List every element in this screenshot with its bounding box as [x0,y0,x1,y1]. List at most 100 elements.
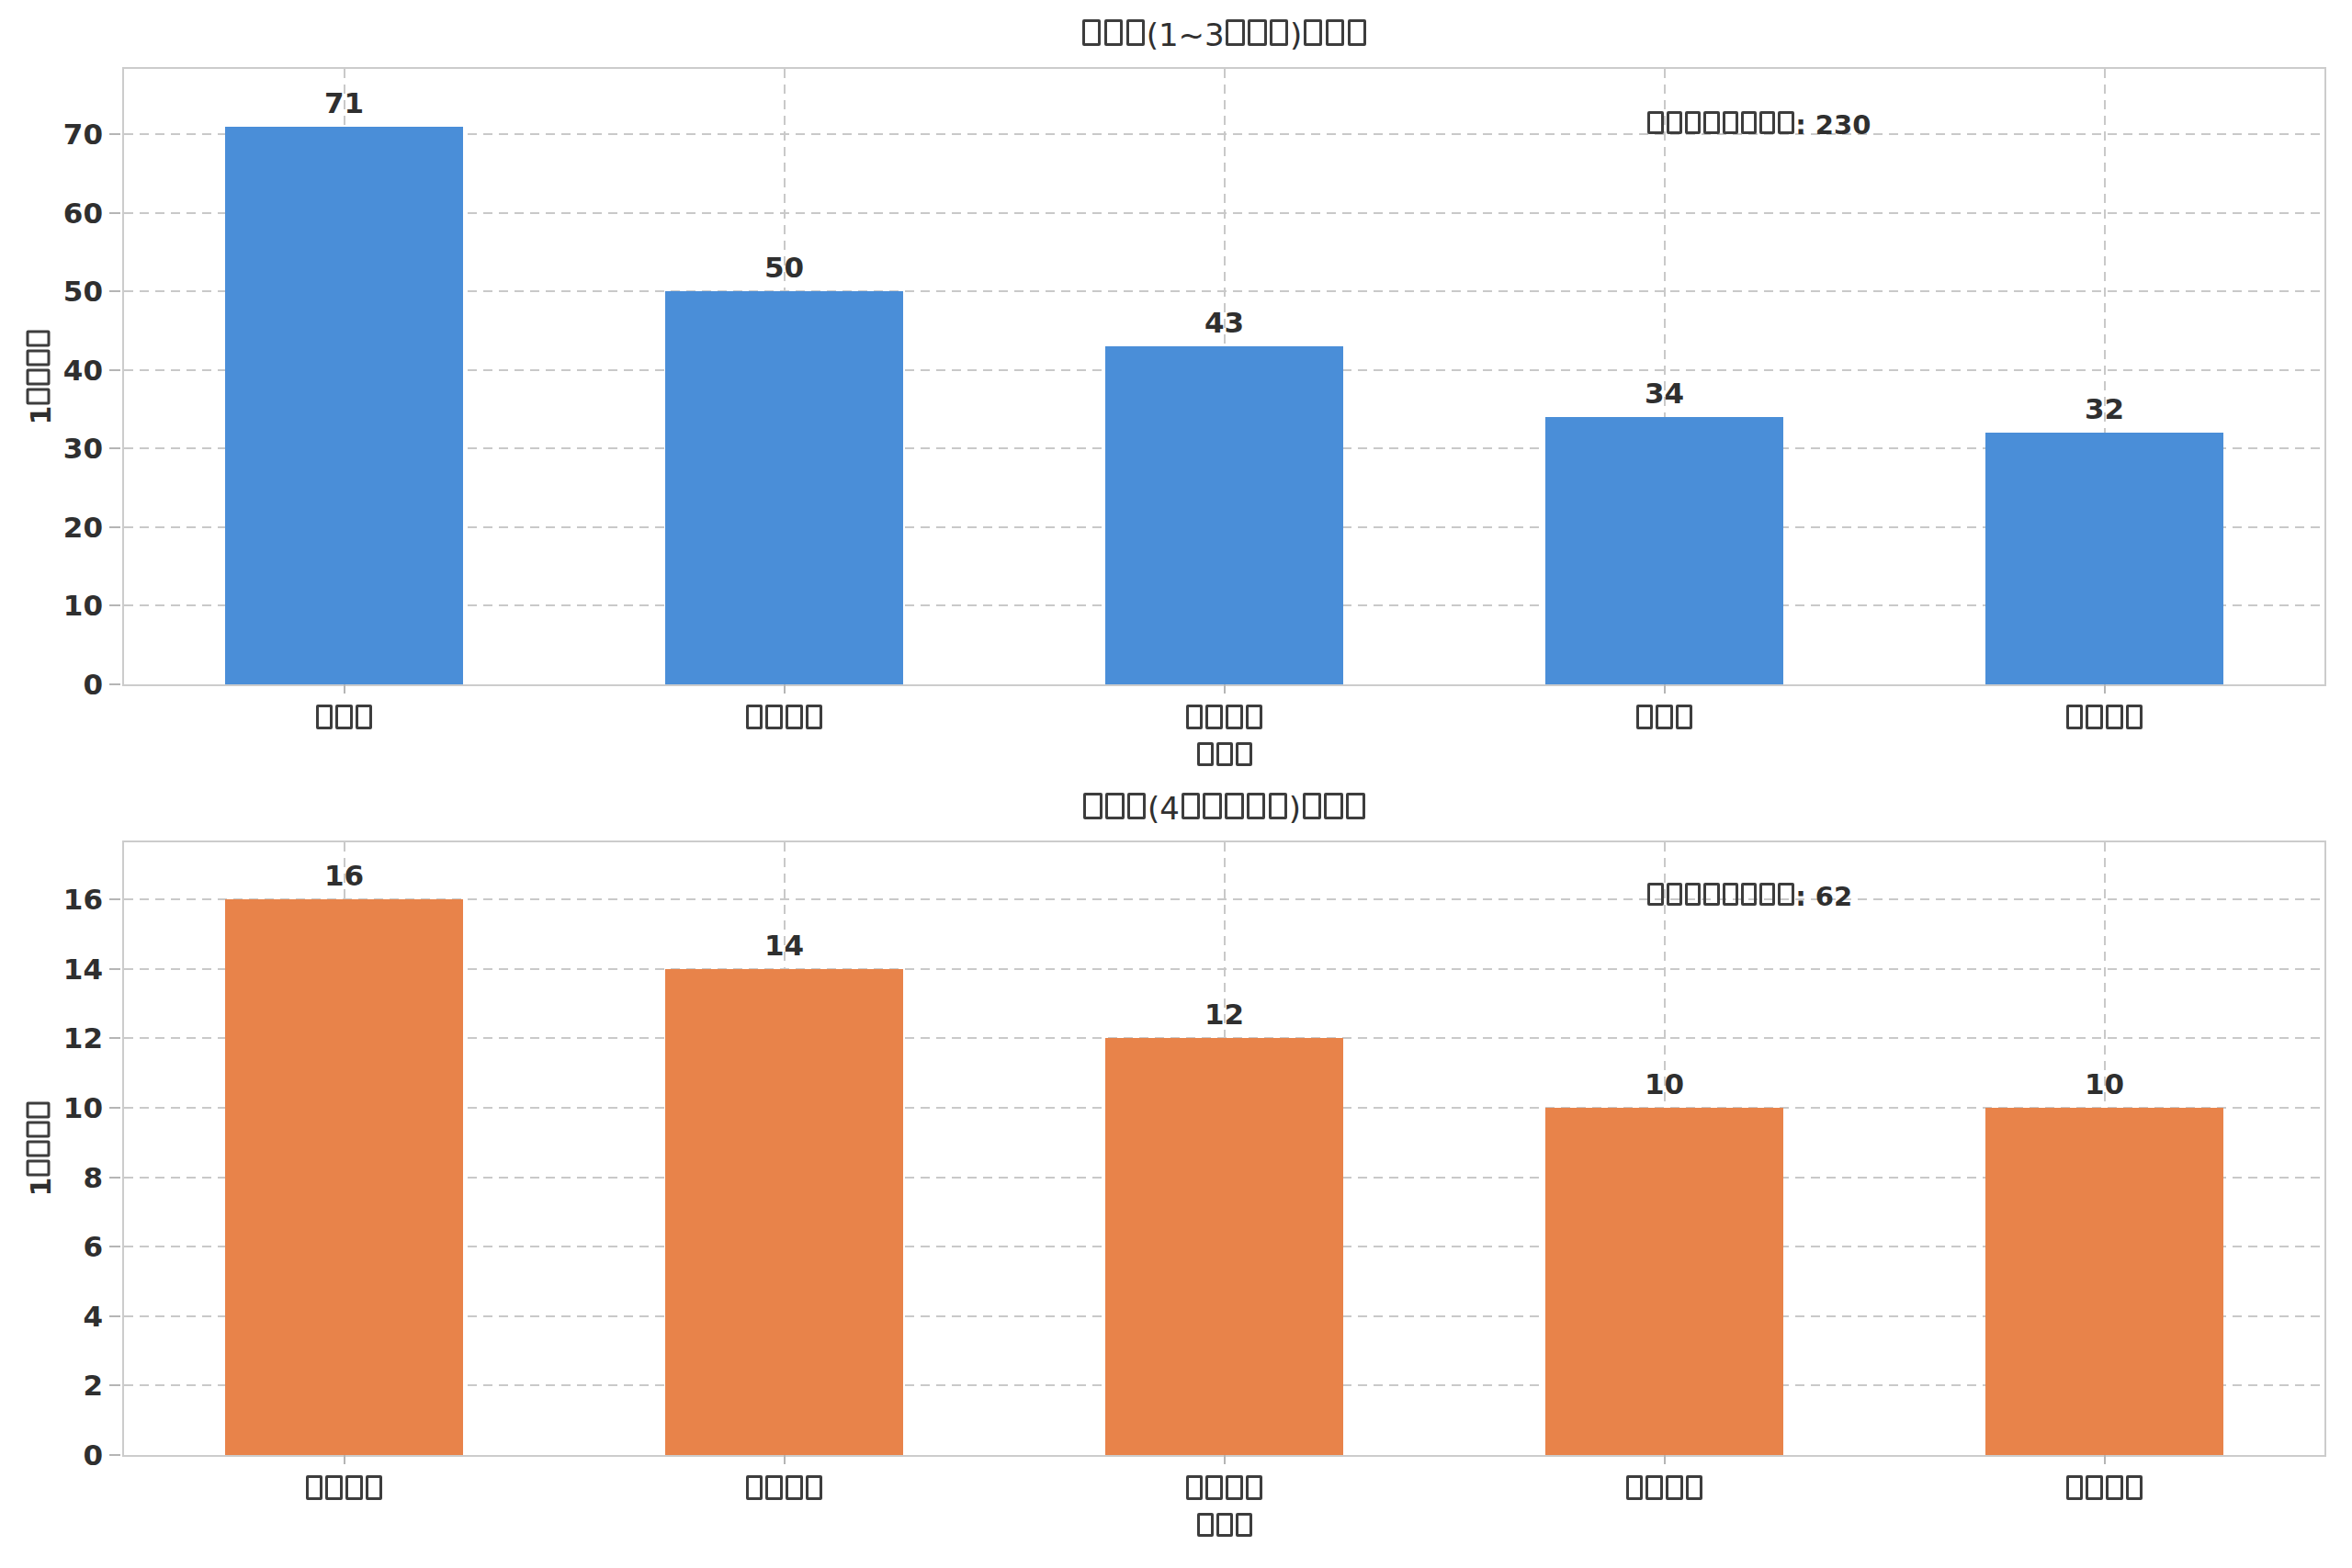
tofu-glyph-box [1226,1475,1243,1500]
y-tick-mark [109,683,120,685]
bar [1105,346,1343,684]
x-tick-mark [344,1455,345,1464]
y-tick-mark [109,1454,120,1456]
tofu-glyph-box [2066,705,2084,729]
tofu-glyph-box [366,1475,383,1500]
y-tick-mark [109,212,120,214]
tofu-glyph-box [1667,111,1682,134]
tofu-glyph-box [786,1475,803,1500]
tofu-glyph-box [1082,19,1101,46]
y-tick-label: 2 [0,1368,103,1403]
figure: (1~3) 1 : 230 (4) 1 : 62 010203040506070… [0,0,2352,1568]
tofu-glyph-box [1105,793,1124,819]
bar-value-label: 32 [2013,392,2197,425]
x-tick-label [564,1474,1005,1506]
y-tick-mark [109,1177,120,1179]
tofu-glyph-box [1666,1475,1683,1500]
tofu-glyph-box [1246,705,1263,729]
x-tick-label [1444,1474,1885,1506]
y-tick-label: 0 [0,1438,103,1472]
tofu-glyph-box [1656,705,1673,729]
bar-value-label: 10 [2013,1067,2197,1100]
bar [1545,1108,1783,1455]
tofu-glyph-box [806,705,823,729]
tofu-glyph-box [1759,111,1775,134]
tofu-glyph-box [1216,742,1233,766]
x-tick-mark [1224,1455,1226,1464]
x-tick-mark [2104,1455,2106,1464]
tofu-glyph-box [1741,883,1757,906]
bar-value-label: 50 [693,251,876,284]
tofu-glyph-box [1647,111,1663,134]
tofu-glyph-box [1723,883,1738,906]
x-tick-label [124,1474,565,1506]
y-tick-mark [109,447,120,449]
tofu-glyph-box [1182,793,1200,819]
tofu-glyph-box [765,705,783,729]
y-tick-mark [109,133,120,135]
x-tick-mark [784,1455,786,1464]
tofu-glyph-box [316,705,334,729]
y-tick-label: 6 [0,1229,103,1264]
tofu-glyph-box [1304,19,1322,46]
tofu-glyph-box [1127,793,1146,819]
y-tick-label: 10 [0,588,103,623]
bar-value-label: 43 [1133,306,1317,339]
tofu-glyph-box [746,705,763,729]
x-tick-label [564,704,1005,735]
bar [225,899,463,1455]
tofu-glyph-box [746,1475,763,1500]
bar [1105,1038,1343,1455]
x-tick-label [1004,1474,1445,1506]
tofu-glyph-box [1269,793,1287,819]
tofu-glyph-box [1216,1513,1233,1537]
y-tick-mark [109,1246,120,1247]
tofu-glyph-box [1197,1513,1214,1537]
y-tick-label: 16 [0,882,103,917]
bar-value-label: 71 [253,86,436,119]
tofu-glyph-box [335,705,353,729]
x-tick-mark [1224,684,1226,694]
bar-value-label: 16 [253,859,436,892]
y-tick-mark [109,1384,120,1386]
tofu-glyph-box [2066,1475,2084,1500]
tofu-glyph-box [806,1475,823,1500]
y-tick-label: 10 [0,1090,103,1125]
y-tick-mark [109,290,120,292]
tofu-glyph-box [1647,883,1663,906]
tofu-glyph-box [1083,793,1102,819]
x-tick-label [124,704,565,735]
tofu-glyph-box [1759,883,1775,906]
tofu-glyph-box [1626,1475,1644,1500]
tofu-glyph-box [1248,19,1266,46]
y-tick-mark [109,604,120,606]
tofu-glyph-box [1636,705,1654,729]
chart-title-lower: (4) [124,790,2324,827]
y-tick-mark [109,898,120,900]
bar [1545,417,1783,684]
tofu-glyph-box [325,1475,343,1500]
bar-value-label: 14 [693,929,876,962]
tofu-glyph-box [1197,742,1214,766]
chart-title-upper: (1~3) [124,17,2324,53]
x-tick-label [1004,704,1445,735]
total-annotation-lower: : 62 [1646,881,1852,912]
bar [1985,433,2223,684]
tofu-glyph-box [2106,705,2123,729]
bar [665,969,903,1455]
y-tick-mark [109,369,120,371]
tofu-glyph-box [786,705,803,729]
tofu-glyph-box [1236,1513,1252,1537]
tofu-glyph-box [1326,19,1344,46]
tofu-glyph-box [306,1475,323,1500]
tofu-glyph-box [2086,1475,2103,1500]
y-tick-mark [109,1037,120,1039]
y-tick-mark [109,1315,120,1317]
tofu-glyph-box [1348,19,1366,46]
tofu-glyph-box [1203,793,1221,819]
x-tick-label [1444,704,1885,735]
tofu-glyph-box [1676,705,1693,729]
tofu-glyph-box [1236,742,1252,766]
tofu-glyph-box [2126,1475,2143,1500]
x-tick-label [1884,1474,2325,1506]
